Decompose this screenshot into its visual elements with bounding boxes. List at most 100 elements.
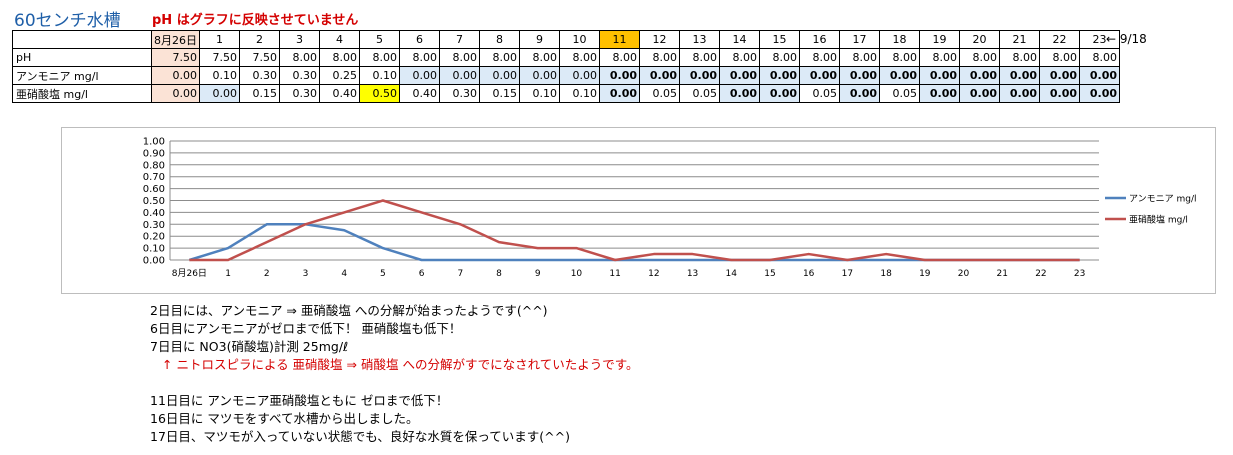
table-cell: 0.05 (639, 84, 680, 103)
table-cell: 8.00 (399, 48, 440, 67)
table-cell: 0.00 (999, 84, 1040, 103)
day-header: 8 (479, 30, 520, 49)
y-tick-label: 0.00 (143, 256, 165, 267)
day-header: 13 (679, 30, 720, 49)
table-row: アンモニア mg/l 0.00 0.10 0.30 0.30 0.25 0.10 0.00 0.… (12, 66, 1120, 85)
table-cell: 0.00 (1079, 66, 1120, 85)
y-tick-label: 0.40 (143, 208, 165, 219)
y-tick-label: 0.30 (143, 220, 165, 231)
y-tick-label: 0.70 (143, 172, 165, 183)
comment-line: ↑ ニトロスピラによる 亜硝酸塩 ⇒ 硝酸塩 への分解がすでになされていたようで… (162, 357, 639, 372)
y-tick-label: 0.90 (143, 148, 165, 159)
day-header: 17 (839, 30, 880, 49)
x-tick-label: 22 (1035, 269, 1046, 279)
day-header: 22 (1039, 30, 1080, 49)
table-header-row: 8月26日 1 2 3 4 5 6 7 8 9 10 11 12 13 14 15 16 17 18 19 20 21 22… (12, 30, 1120, 49)
day-header: 6 (399, 30, 440, 49)
table-cell: 0.25 (319, 66, 360, 85)
table-cell: 8.00 (799, 48, 840, 67)
line-chart: 0.00 0.10 0.20 0.30 0.40 0.50 0.60 0.70 0.80 0.90… (61, 127, 1216, 294)
table-cell: 0.05 (799, 84, 840, 103)
table-cell: 8.00 (319, 48, 360, 67)
table-cell: 0.00 (959, 66, 1000, 85)
table-cell: 0.00 (919, 66, 960, 85)
table-cell: 0.00 (839, 66, 880, 85)
y-tick-label: 1.00 (143, 137, 165, 148)
table-cell: 0.00 (439, 66, 480, 85)
table-cell: 8.00 (279, 48, 320, 67)
table-cell: 0.00 (959, 84, 1000, 103)
table-cell: 0.15 (239, 84, 280, 103)
table-cell: 0.00 (999, 66, 1040, 85)
day-header: 7 (439, 30, 480, 49)
legend-label: アンモニア mg/l (1129, 195, 1197, 205)
table-cell: 0.00 (479, 66, 520, 85)
comment-line: 16日目に マツモをすべて水槽から出しました。 (150, 411, 419, 426)
day-header: 9 (519, 30, 560, 49)
ph-note: pH はグラフに反映させていません (152, 13, 359, 28)
day-header: 12 (639, 30, 680, 49)
table-cell: 7.50 (199, 48, 240, 67)
table-cell: 8.00 (479, 48, 520, 67)
table-cell: 8.00 (559, 48, 600, 67)
day-header: 18 (879, 30, 920, 49)
table-cell: 0.00 (199, 84, 240, 103)
table-cell: 8.00 (879, 48, 920, 67)
table-cell: 8.00 (599, 48, 640, 67)
x-tick-label: 15 (764, 269, 775, 279)
x-tick-label: 1 (225, 269, 231, 279)
x-tick-label: 10 (571, 269, 583, 279)
table-cell: 8.00 (839, 48, 880, 67)
comment-line: 17日目、マツモが入っていない状態でも、良好な水質を保っています(^^) (150, 429, 570, 444)
day-header: 19 (919, 30, 960, 49)
table-row: pH 7.50 7.50 7.50 8.00 8.00 8.00 8.00 8.00 8.00 8.… (12, 48, 1120, 67)
table-cell: 8.00 (719, 48, 760, 67)
x-tick-label: 13 (687, 269, 698, 279)
table-cell: 0.00 (1079, 84, 1120, 103)
x-tick-label: 12 (648, 269, 659, 279)
x-tick-label: 17 (842, 269, 853, 279)
day-header: 11 (599, 30, 640, 49)
day-header: 16 (799, 30, 840, 49)
table-cell: 8.00 (679, 48, 720, 67)
table-cell: 0.05 (879, 84, 920, 103)
table-cell: 0.00 (759, 66, 800, 85)
table-cell: 0.00 (719, 66, 760, 85)
y-tick-label: 0.50 (143, 196, 165, 207)
table-cell: 0.00 (839, 84, 880, 103)
table-cell: 0.30 (239, 66, 280, 85)
table-cell: 0.00 (1039, 66, 1080, 85)
table-cell: 0.00 (151, 66, 200, 85)
table-cell: 0.00 (599, 66, 640, 85)
day-header: 21 (999, 30, 1040, 49)
comment-line: 11日目に アンモニア亜硝酸塩ともに ゼロまで低下！ (150, 393, 449, 408)
y-tick-label: 0.60 (143, 184, 165, 195)
x-tick-label: 8 (496, 269, 502, 279)
table-cell: 7.50 (151, 48, 200, 67)
table-cell: 8.00 (919, 48, 960, 67)
day-header: 14 (719, 30, 760, 49)
x-tick-label: 6 (419, 269, 425, 279)
comment-line: 2日目には、アンモニア ⇒ 亜硝酸塩 への分解が始まったようです(^^) (150, 303, 548, 318)
table-corner (12, 30, 152, 49)
x-tick-label: 21 (997, 269, 1008, 279)
table-cell: 8.00 (1079, 48, 1120, 67)
chart-svg: 0.000.100.200.300.400.500.600.700.800.90… (143, 137, 1197, 280)
series-line (188, 223, 1080, 262)
y-tick-label: 0.20 (143, 232, 165, 243)
table-cell: 0.00 (919, 84, 960, 103)
table-cell: 0.30 (439, 84, 480, 103)
day-header: 2 (239, 30, 280, 49)
table-cell: 8.00 (999, 48, 1040, 67)
x-tick-label: 14 (726, 269, 738, 279)
table-cell: 7.50 (239, 48, 280, 67)
table-cell: 0.00 (1039, 84, 1080, 103)
comment-line: 7日目に NO3(硝酸塩)計測 25mg/ℓ (150, 339, 349, 354)
y-tick-label: 0.10 (143, 244, 165, 255)
table-cell: 0.30 (279, 84, 320, 103)
table-cell: 0.00 (559, 66, 600, 85)
table-cell: 0.00 (599, 84, 640, 103)
day-header: 8月26日 (151, 30, 200, 49)
comments: 2日目には、アンモニア ⇒ 亜硝酸塩 への分解が始まったようです(^^) 6日目に… (150, 302, 638, 446)
table-cell: 8.00 (959, 48, 1000, 67)
